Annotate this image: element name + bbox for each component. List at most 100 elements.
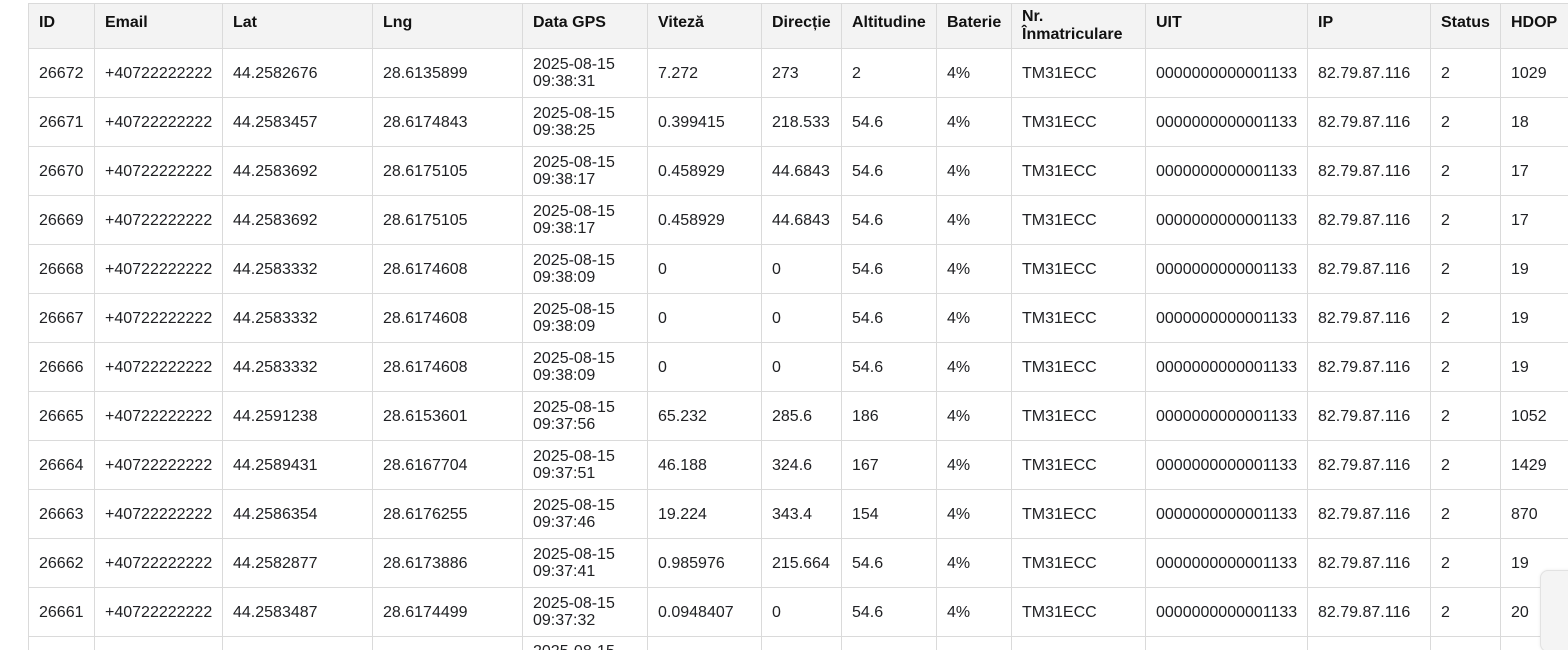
cell-ip: 82.79.87.116	[1307, 146, 1431, 196]
table-cell	[94, 636, 223, 650]
cell-baterie: 4%	[936, 195, 1012, 245]
gps-time: 09:37:46	[533, 514, 596, 531]
cell-directie: 273	[761, 48, 842, 98]
table-row[interactable]: 26669 +40722222222 44.2583692 28.6175105 202…	[28, 195, 1568, 245]
cell-viteza: 0	[647, 244, 762, 294]
table-row[interactable]: 26666 +40722222222 44.2583332 28.6174608 202…	[28, 342, 1568, 392]
cell-altitudine: 54.6	[841, 293, 937, 343]
cell-baterie: 4%	[936, 244, 1012, 294]
cell-viteza: 65.232	[647, 391, 762, 441]
scroll-handle[interactable]	[1540, 570, 1568, 650]
cell-lat: 44.2591238	[222, 391, 373, 441]
gps-date: 2025-08-15	[533, 154, 615, 171]
table-cell	[222, 636, 373, 650]
cell-altitudine: 54.6	[841, 244, 937, 294]
table-row[interactable]: 26661 +40722222222 44.2583487 28.6174499 202…	[28, 587, 1568, 637]
cell-lat: 44.2583487	[222, 587, 373, 637]
column-header-uit[interactable]: UIT	[1145, 3, 1308, 49]
table-cell	[28, 636, 95, 650]
cell-status: 2	[1430, 391, 1501, 441]
cell-ip: 82.79.87.116	[1307, 489, 1431, 539]
cell-directie: 0	[761, 244, 842, 294]
cell-email: +40722222222	[94, 97, 223, 147]
cell-nr-inmatriculare: TM31ECC	[1011, 538, 1146, 588]
cell-altitudine: 54.6	[841, 587, 937, 637]
cell-status: 2	[1430, 244, 1501, 294]
column-header-nr-line1: Nr.	[1022, 8, 1044, 25]
cell-email: +40722222222	[94, 587, 223, 637]
column-header-nr-inmatriculare[interactable]: Nr. Înmatriculare	[1011, 3, 1146, 49]
table-header-row: ID Email Lat Lng Data GPS Viteză Direcți…	[28, 3, 1568, 49]
table-row[interactable]: 26671 +40722222222 44.2583457 28.6174843 202…	[28, 97, 1568, 147]
table-row[interactable]: 26665 +40722222222 44.2591238 28.6153601 202…	[28, 391, 1568, 441]
column-header-lat[interactable]: Lat	[222, 3, 373, 49]
table-cell	[647, 636, 762, 650]
cell-nr-inmatriculare: TM31ECC	[1011, 195, 1146, 245]
cell-id: 26669	[28, 195, 95, 245]
table-row[interactable]: 26672 +40722222222 44.2582676 28.6135899 202…	[28, 48, 1568, 98]
cell-lng: 28.6174608	[372, 293, 523, 343]
column-header-baterie[interactable]: Baterie	[936, 3, 1012, 49]
column-header-lng[interactable]: Lng	[372, 3, 523, 49]
table-row[interactable]: 26662 +40722222222 44.2582877 28.6173886 202…	[28, 538, 1568, 588]
column-header-altitudine[interactable]: Altitudine	[841, 3, 937, 49]
cell-viteza: 0.399415	[647, 97, 762, 147]
cell-directie: 324.6	[761, 440, 842, 490]
cell-status: 2	[1430, 293, 1501, 343]
cell-uit: 0000000000001133	[1145, 146, 1308, 196]
cell-date-gps: 2025-08-15 09:38:17	[522, 146, 648, 196]
table-row[interactable]: 2025-08-15	[28, 636, 1568, 650]
cell-directie: 218.533	[761, 97, 842, 147]
cell-altitudine: 154	[841, 489, 937, 539]
table-row[interactable]: 26668 +40722222222 44.2583332 28.6174608 202…	[28, 244, 1568, 294]
gps-time: 09:38:09	[533, 367, 596, 384]
cell-ip: 82.79.87.116	[1307, 587, 1431, 637]
table-row[interactable]: 26663 +40722222222 44.2586354 28.6176255 202…	[28, 489, 1568, 539]
cell-baterie: 4%	[936, 587, 1012, 637]
cell-id: 26667	[28, 293, 95, 343]
cell-lng: 28.6173886	[372, 538, 523, 588]
cell-altitudine: 186	[841, 391, 937, 441]
cell-lat: 44.2583692	[222, 195, 373, 245]
cell-uit: 0000000000001133	[1145, 440, 1308, 490]
cell-email: +40722222222	[94, 538, 223, 588]
cell-viteza: 19.224	[647, 489, 762, 539]
cell-hdop: 17	[1500, 146, 1568, 196]
table-cell	[1011, 636, 1146, 650]
cell-lng: 28.6135899	[372, 48, 523, 98]
gps-date: 2025-08-15	[533, 399, 615, 416]
cell-lat: 44.2583332	[222, 293, 373, 343]
cell-directie: 0	[761, 587, 842, 637]
cell-nr-inmatriculare: TM31ECC	[1011, 48, 1146, 98]
column-header-id[interactable]: ID	[28, 3, 95, 49]
column-header-directie[interactable]: Direcție	[761, 3, 842, 49]
cell-uit: 0000000000001133	[1145, 342, 1308, 392]
cell-ip: 82.79.87.116	[1307, 97, 1431, 147]
cell-uit: 0000000000001133	[1145, 48, 1308, 98]
cell-ip: 82.79.87.116	[1307, 48, 1431, 98]
cell-date-gps: 2025-08-15 09:37:46	[522, 489, 648, 539]
cell-id: 26671	[28, 97, 95, 147]
cell-uit: 0000000000001133	[1145, 195, 1308, 245]
cell-viteza: 0.985976	[647, 538, 762, 588]
column-header-status[interactable]: Status	[1430, 3, 1501, 49]
column-header-viteza[interactable]: Viteză	[647, 3, 762, 49]
gps-date: 2025-08-15	[533, 595, 615, 612]
cell-nr-inmatriculare: TM31ECC	[1011, 587, 1146, 637]
cell-uit: 0000000000001133	[1145, 97, 1308, 147]
cell-email: +40722222222	[94, 244, 223, 294]
column-header-data-gps[interactable]: Data GPS	[522, 3, 648, 49]
table-row[interactable]: 26667 +40722222222 44.2583332 28.6174608 202…	[28, 293, 1568, 343]
cell-id: 26662	[28, 538, 95, 588]
column-header-ip[interactable]: IP	[1307, 3, 1431, 49]
column-header-hdop[interactable]: HDOP	[1500, 3, 1568, 49]
cell-status: 2	[1430, 587, 1501, 637]
cell-email: +40722222222	[94, 489, 223, 539]
table-row[interactable]: 26664 +40722222222 44.2589431 28.6167704 202…	[28, 440, 1568, 490]
cell-id: 26670	[28, 146, 95, 196]
cell-email: +40722222222	[94, 195, 223, 245]
cell-baterie: 4%	[936, 440, 1012, 490]
table-row[interactable]: 26670 +40722222222 44.2583692 28.6175105 202…	[28, 146, 1568, 196]
cell-lat: 44.2583692	[222, 146, 373, 196]
column-header-email[interactable]: Email	[94, 3, 223, 49]
